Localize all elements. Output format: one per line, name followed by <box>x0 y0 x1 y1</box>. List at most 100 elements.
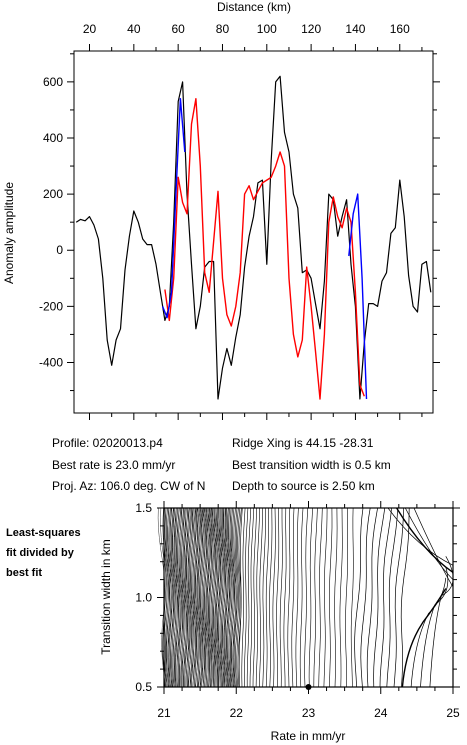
contour-line <box>223 507 228 688</box>
contour-y-tick-label: 0.5 <box>135 680 152 694</box>
contour-line <box>208 507 213 688</box>
contour-y-tick-label: 1.0 <box>135 591 152 605</box>
x-tick-label: 80 <box>216 22 230 36</box>
best-rate-label: Best rate is 23.0 mm/yr <box>52 458 176 472</box>
contour-line <box>236 507 241 688</box>
series-line-1 <box>75 75 432 400</box>
y-tick-label: 400 <box>43 131 63 145</box>
depth-label: Depth to source is 2.50 km <box>232 479 375 493</box>
contour-line <box>191 508 196 688</box>
contour-line <box>366 507 378 688</box>
contour-line <box>259 508 263 688</box>
contour-line <box>209 507 214 688</box>
contour-line <box>413 507 454 587</box>
contour-line <box>167 507 172 688</box>
contour-line <box>230 507 234 688</box>
x-tick-label: 160 <box>390 22 410 36</box>
contour-line <box>308 507 313 688</box>
contour-line <box>299 507 304 688</box>
contour-line <box>323 507 328 688</box>
contour-line <box>194 507 201 688</box>
contour-line <box>192 507 197 688</box>
contour-line <box>196 507 204 688</box>
x-axis-label: Distance (km) <box>217 0 291 14</box>
contour-line <box>172 507 177 688</box>
contour-line <box>373 507 386 688</box>
misfit-note-line-1: Least-squares <box>6 527 81 539</box>
contour-line <box>224 507 229 688</box>
series-line-3 <box>161 98 186 319</box>
contour-line <box>235 507 239 688</box>
contour-line <box>185 507 193 688</box>
contour-x-tick-label: 22 <box>230 706 244 720</box>
contour-line <box>262 507 266 688</box>
x-tick-label: 20 <box>83 22 97 36</box>
contour-line <box>238 507 243 688</box>
contour-line <box>193 507 199 688</box>
contour-line <box>244 507 249 688</box>
contour-line <box>393 507 404 688</box>
projection-azimuth-label: Proj. Az: 106.0 deg. CW of N <box>52 479 206 493</box>
contour-y-tick-label: 1.5 <box>135 501 152 515</box>
best-transition-label: Best transition width is 0.5 km <box>232 458 391 472</box>
contour-line <box>200 507 208 688</box>
contour-x-tick-label: 25 <box>446 706 460 720</box>
contour-lines <box>157 507 454 688</box>
contour-line <box>226 507 231 688</box>
contour-line <box>227 507 232 688</box>
contour-line <box>201 507 210 688</box>
contour-line <box>218 507 227 688</box>
y-axis-label: Anomaly amplitude <box>2 182 16 284</box>
contour-line <box>255 507 260 688</box>
contour-line <box>396 507 454 573</box>
contour-line <box>162 507 170 688</box>
x-tick-label: 40 <box>127 22 141 36</box>
contour-line <box>190 507 197 688</box>
contour-line <box>199 507 204 688</box>
contour-line <box>206 507 211 688</box>
contour-line <box>295 507 299 688</box>
y-tick-label: -400 <box>39 355 63 369</box>
contour-line <box>345 507 348 687</box>
y-tick-label: 0 <box>56 243 63 257</box>
contour-line <box>246 507 252 687</box>
contour-line <box>178 507 186 688</box>
contour-line <box>225 507 233 688</box>
contour-line <box>205 507 210 688</box>
series-line-4 <box>348 193 368 400</box>
contour-line <box>232 507 237 688</box>
contour-line <box>213 507 223 688</box>
contour-x-tick-label: 23 <box>302 706 316 720</box>
contour-line <box>181 508 188 688</box>
misfit-contour-chart: 21 22 23 24 25 0.5 1.0 1.5 Rate in mm/yr Transi… <box>99 501 460 743</box>
contour-line <box>181 507 187 687</box>
contour-line <box>291 507 295 688</box>
contour-line <box>185 507 191 688</box>
contour-line <box>249 507 254 688</box>
contour-line <box>205 507 215 688</box>
contour-line <box>207 507 217 688</box>
series-lines <box>75 75 432 400</box>
contour-line <box>350 507 354 688</box>
contour-loop <box>420 567 449 688</box>
contour-line <box>227 507 235 688</box>
contour-loop <box>401 588 447 688</box>
contour-line <box>215 507 220 687</box>
contour-line <box>304 507 309 688</box>
contour-line <box>175 507 180 688</box>
contour-line <box>269 507 273 688</box>
contour-line <box>229 507 237 688</box>
plot-frame <box>73 50 434 414</box>
y-tick-label: 200 <box>43 187 63 201</box>
contour-line <box>192 507 199 688</box>
contour-line <box>272 507 276 688</box>
contour-line <box>360 507 371 688</box>
axis-ticks: 20 40 60 80 100 120 140 160 -400 -200 0 200 400 600 <box>39 22 440 420</box>
x-tick-label: 60 <box>171 22 185 36</box>
contour-line <box>188 507 195 688</box>
contour-line <box>216 507 221 688</box>
contour-line <box>164 507 169 688</box>
contour-x-tick-label: 21 <box>157 706 171 720</box>
contour-line <box>339 507 343 688</box>
